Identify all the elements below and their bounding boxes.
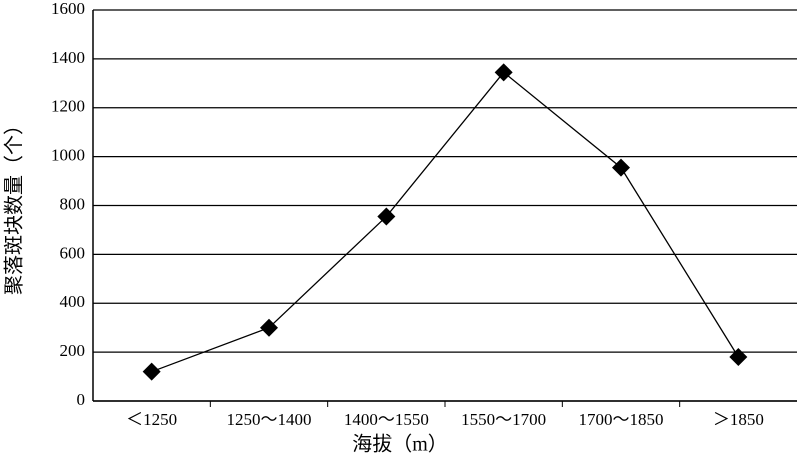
x-tick-label: 1250～1400 — [227, 410, 312, 429]
data-line — [151, 71, 739, 373]
x-tick-label: ＞1850 — [713, 410, 764, 429]
data-point — [612, 158, 630, 177]
data-point — [494, 63, 513, 82]
y-tick-label: 200 — [60, 341, 86, 360]
x-tick-label: 1700～1850 — [579, 410, 664, 429]
x-tick-label: 1550～1700 — [461, 410, 546, 429]
y-tick-label: 1200 — [51, 97, 85, 116]
y-tick-label: 400 — [60, 292, 86, 311]
x-tick-label: 1400～1550 — [344, 410, 429, 429]
x-axis-title: 海拔（m） — [352, 433, 448, 456]
data-point — [377, 207, 396, 226]
y-tick-label: 0 — [77, 390, 86, 409]
y-tick-label: 600 — [60, 243, 86, 262]
y-tick-label: 800 — [60, 194, 86, 213]
x-tick-label: ＜1250 — [126, 410, 177, 429]
y-tick-label: 1400 — [51, 48, 85, 67]
y-tick-label: 1000 — [51, 146, 85, 165]
data-point — [260, 318, 278, 337]
data-point — [729, 348, 748, 367]
y-tick-label: 1600 — [51, 0, 85, 18]
y-axis-title: 聚落斑块数量（个） — [3, 115, 26, 295]
data-point — [142, 362, 161, 381]
